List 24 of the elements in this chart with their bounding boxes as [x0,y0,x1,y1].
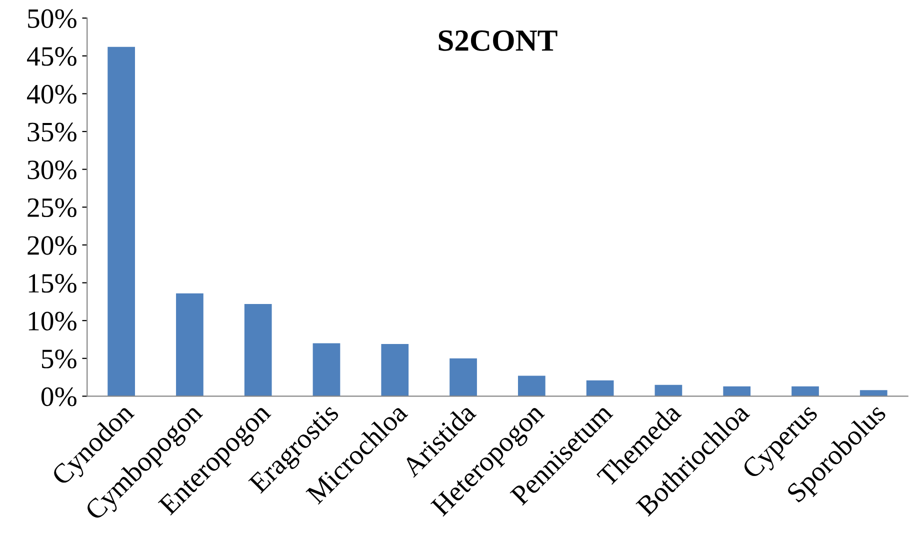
y-tick-label: 25% [28,198,76,218]
y-tick-label: 35% [28,122,76,142]
y-tick-label: 0% [41,387,76,406]
bar [518,376,546,396]
bar [586,380,614,396]
bar [654,384,682,396]
bar [381,344,409,396]
y-tick-label: 20% [28,236,76,255]
chart-title: S2CONT [438,30,558,51]
bar [450,358,477,396]
bar [792,386,819,396]
bar [723,386,751,396]
y-tick-label: 10% [28,312,76,331]
y-tick-label: 40% [27,84,76,104]
bar [108,46,135,396]
bar [244,304,272,396]
bar [176,293,204,396]
y-tick-label: 50% [28,9,76,28]
y-tick-label: 30% [28,160,76,180]
y-tick-label: 5% [42,350,76,368]
y-tick-label: 15% [28,274,76,293]
y-tick-label: 45% [27,47,76,66]
bar [860,390,888,396]
bar [312,343,340,396]
